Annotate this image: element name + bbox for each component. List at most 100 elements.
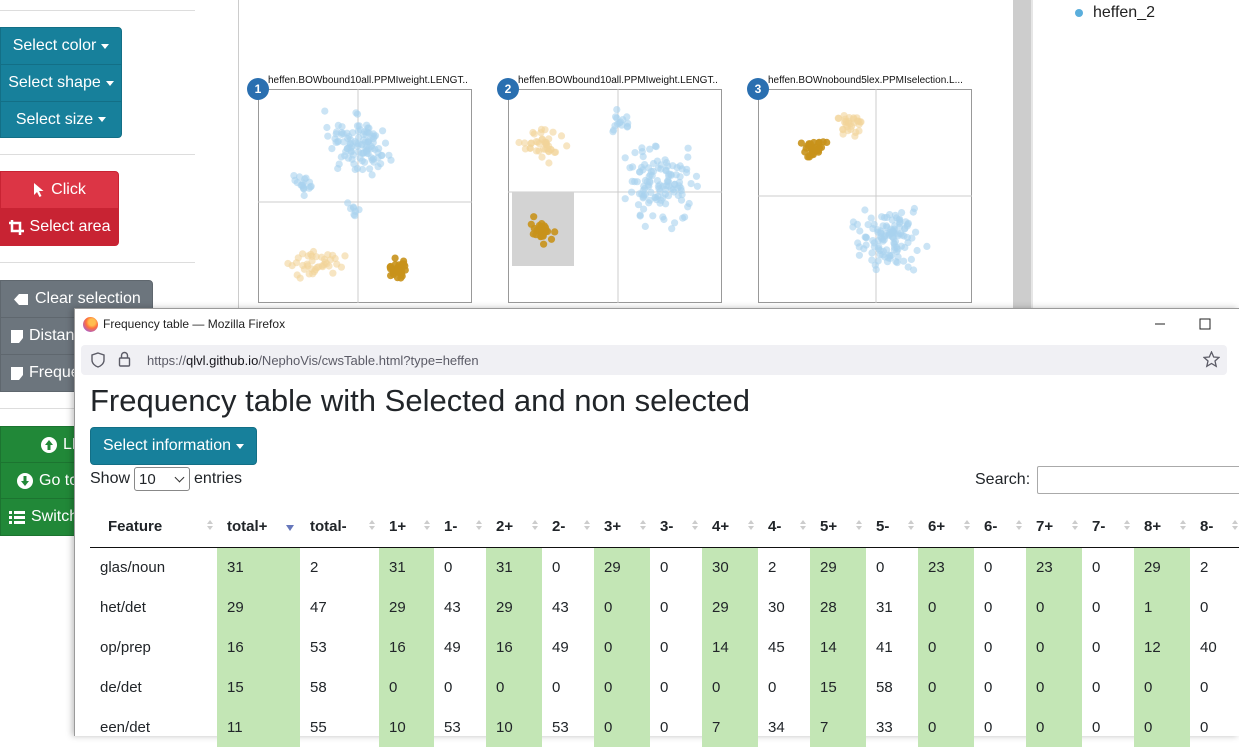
lock-icon[interactable] <box>118 351 131 372</box>
column-header[interactable]: 5- <box>866 507 918 548</box>
table-row[interactable]: de/det 15 58 0 0 0 0 0 0 0 0 15 58 0 0 0 0 0 0 <box>90 667 1239 707</box>
table-row[interactable]: het/det 29 47 29 43 29 43 0 0 29 30 28 31 0 0 0 0 1 0 <box>90 587 1239 627</box>
column-header[interactable]: 4+ <box>702 507 758 548</box>
table-cell: 33 <box>876 718 893 736</box>
selected-point <box>809 144 817 152</box>
column-header[interactable]: 2- <box>542 507 594 548</box>
sort-icon <box>964 520 970 534</box>
blue-point <box>661 190 669 198</box>
blue-point <box>684 144 692 152</box>
select-area-button[interactable]: Select area <box>0 208 119 246</box>
blue-point <box>872 266 880 274</box>
blue-point <box>369 135 377 143</box>
blue-point <box>631 149 639 157</box>
scatterplot-1[interactable] <box>258 89 472 303</box>
table-row[interactable]: een/det 11 55 10 53 10 53 0 0 7 34 7 33 0 0 0 0 0 0 <box>90 707 1239 747</box>
table-cell: 58 <box>310 678 327 696</box>
firefox-logo-icon <box>83 317 98 332</box>
blue-point <box>671 219 679 227</box>
blue-point <box>613 106 621 114</box>
table-cell: 29 <box>810 547 866 587</box>
minimize-icon[interactable] <box>1150 313 1170 335</box>
column-header[interactable]: 7+ <box>1026 507 1082 548</box>
orange-point <box>331 254 339 263</box>
sort-icon <box>424 520 430 534</box>
blue-point <box>639 153 647 161</box>
blue-point <box>299 181 307 189</box>
bookmark-star-icon[interactable] <box>1202 350 1221 373</box>
orange-point <box>308 257 316 265</box>
column-header[interactable]: 5+ <box>810 507 866 548</box>
column-header[interactable]: 6- <box>974 507 1026 548</box>
blue-point <box>324 132 332 140</box>
column-header[interactable]: 3- <box>650 507 702 548</box>
click-mode-button[interactable]: Click <box>0 171 119 209</box>
column-header[interactable]: total- <box>300 507 379 548</box>
shield-icon[interactable] <box>91 352 105 373</box>
scatterplot-3[interactable] <box>758 89 972 303</box>
blue-point <box>877 229 885 237</box>
table-cell: 7 <box>702 707 758 747</box>
table-cell: 0 <box>1026 707 1082 747</box>
sort-icon <box>369 520 375 534</box>
window-titlebar: Frequency table — Mozilla Firefox <box>75 309 1239 341</box>
column-header[interactable]: total+ <box>217 507 300 548</box>
plot-title-2: heffen.BOWbound10all.PPMIweight.LENGT... <box>518 75 718 86</box>
blue-point <box>369 155 377 163</box>
select-shape-button[interactable]: Select shape <box>0 64 122 102</box>
caret-down-icon <box>236 443 245 449</box>
entries-select[interactable]: 10 <box>134 467 191 491</box>
url-path: /NephoVis/cwsTable.html?type=heffen <box>258 353 479 368</box>
blue-point <box>362 131 370 139</box>
legend-item[interactable]: heffen_2 <box>1075 4 1155 22</box>
column-header[interactable]: 2+ <box>486 507 542 548</box>
column-header[interactable]: 6+ <box>918 507 974 548</box>
blue-point <box>907 255 915 263</box>
blue-point <box>379 127 387 135</box>
table-cell: 0 <box>594 667 650 707</box>
column-header[interactable]: 8- <box>1190 507 1239 548</box>
table-cell: 2 <box>768 558 777 576</box>
scatterplot-2[interactable] <box>508 89 722 303</box>
legend-dot-icon <box>1075 9 1083 17</box>
blue-point <box>900 232 908 240</box>
blue-point <box>879 251 887 259</box>
address-field[interactable]: https://qlvl.github.io/NephoVis/cwsTable… <box>81 345 1227 375</box>
table-row[interactable]: glas/noun 31 2 31 0 31 0 29 0 30 2 29 0 23 0 23 0 29 2 <box>90 547 1239 587</box>
blue-point <box>889 227 897 235</box>
blue-point <box>352 109 360 117</box>
vertical-scrollbar[interactable] <box>1013 0 1031 310</box>
column-header[interactable]: 8+ <box>1134 507 1190 548</box>
table-row[interactable]: op/prep 16 53 16 49 16 49 0 0 14 45 14 41 0 0 0 0 12 40 <box>90 627 1239 667</box>
url-text[interactable]: https://qlvl.github.io/NephoVis/cwsTable… <box>147 353 479 368</box>
maximize-icon[interactable] <box>1195 313 1215 335</box>
column-header[interactable]: Feature <box>90 507 217 548</box>
legend-label: heffen_2 <box>1093 4 1155 21</box>
blue-point <box>381 139 390 147</box>
blue-point <box>641 222 649 230</box>
table-cell: 55 <box>310 718 327 736</box>
column-header[interactable]: 7- <box>1082 507 1134 548</box>
orange-point <box>549 128 557 136</box>
search-input[interactable] <box>1037 466 1239 494</box>
select-information-button[interactable]: Select information <box>90 427 257 465</box>
column-header[interactable]: 1- <box>434 507 486 548</box>
orange-point <box>284 259 292 268</box>
table-cell: 49 <box>444 638 461 656</box>
table-cell: 12 <box>1134 627 1190 667</box>
table-cell: 2 <box>1200 558 1209 576</box>
blue-point <box>361 158 369 166</box>
table-cell: 16 <box>486 627 542 667</box>
column-header[interactable]: 1+ <box>379 507 434 548</box>
sort-icon <box>1072 520 1078 534</box>
page-title: Frequency table with Selected and non se… <box>90 383 751 418</box>
blue-point <box>672 171 680 179</box>
column-header[interactable]: 3+ <box>594 507 650 548</box>
blue-point <box>377 160 385 168</box>
select-size-button[interactable]: Select size <box>0 101 122 138</box>
column-header[interactable]: 4- <box>758 507 810 548</box>
table-cell: 7 <box>810 707 866 747</box>
orange-point <box>545 135 553 143</box>
select-color-button[interactable]: Select color <box>0 27 122 65</box>
blue-point <box>633 178 641 186</box>
